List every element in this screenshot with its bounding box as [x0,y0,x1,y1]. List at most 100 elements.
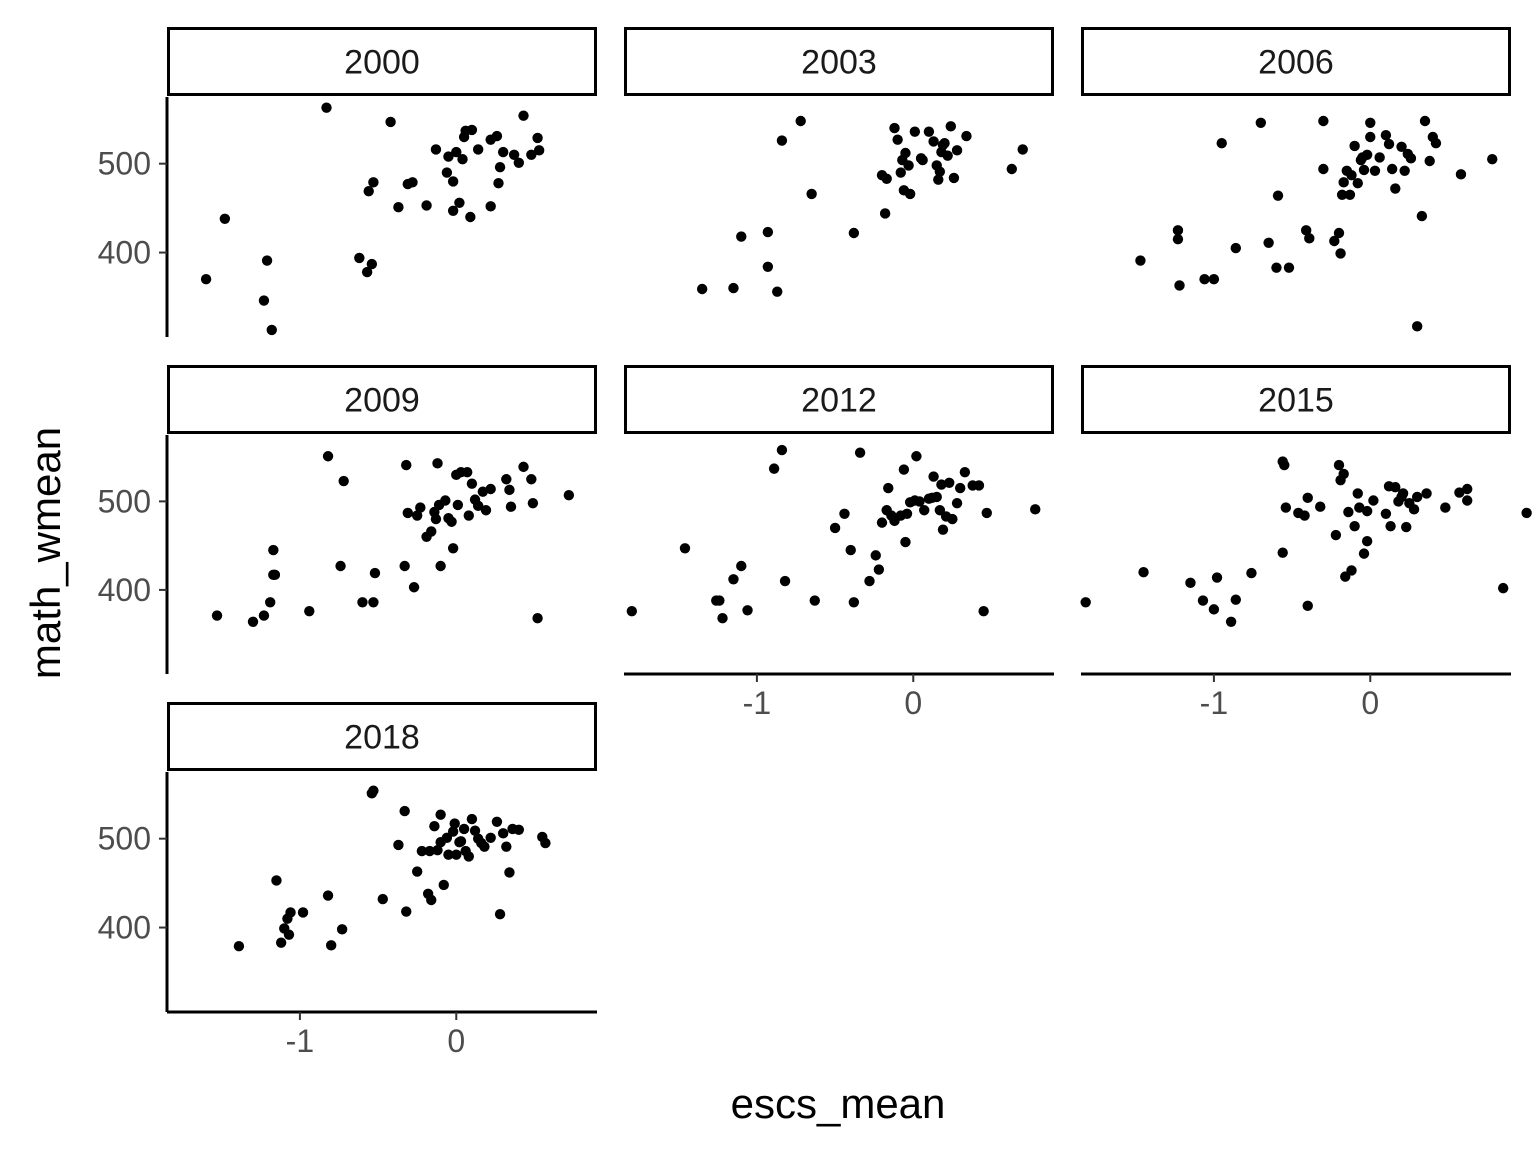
scatter-point [1333,459,1345,471]
scatter-point [518,461,529,473]
scatter-point [497,146,509,158]
scatter-point [696,283,708,295]
scatter-point [1405,153,1417,164]
scatter-point [1335,248,1346,259]
scatter-point [479,841,490,852]
scatter-point [1208,274,1220,285]
scatter-point [497,828,509,839]
scatter-point [446,516,457,527]
scatter-point [485,483,496,495]
x-tick-label: 0 [904,685,922,721]
scatter-point [1419,115,1431,127]
scatter-point [809,595,820,606]
scatter-point [325,940,337,951]
scatter-point [889,122,900,134]
scatter-point [393,839,404,851]
scatter-point [415,502,426,513]
scatter-point [1462,495,1473,506]
scatter-point [978,605,989,617]
scatter-point [1199,274,1210,285]
scatter-point [429,821,440,832]
scatter-point [368,177,379,188]
scatter-point [304,605,315,617]
scatter-point [928,136,939,147]
scatter-point [928,471,939,482]
x-tick-label: -1 [1200,685,1228,721]
scatter-point [426,526,437,537]
scatter-point [768,463,780,474]
scatter-point [485,201,496,212]
scatter-point [870,550,881,561]
scatter-point [435,809,446,820]
scatter-point [443,151,454,162]
scatter-point [526,474,537,485]
scatter-point [909,126,921,137]
y-tick-label: 500 [98,483,151,519]
scatter-point [200,274,212,285]
facet-strip-label: 2000 [344,44,420,82]
scatter-point [501,474,512,485]
scatter-point [914,496,925,507]
scatter-point [421,200,432,211]
scatter-point [430,513,442,525]
scatter-point [283,929,295,940]
scatter-point [527,497,539,509]
scatter-point [1416,210,1428,222]
y-tick-label: 400 [98,572,151,608]
scatter-point [901,508,913,519]
scatter-point [1333,227,1345,239]
scatter-point [936,479,947,490]
scatter-point [1421,488,1432,499]
scatter-point [1216,138,1227,149]
scatter-point [451,849,462,860]
scatter-point [458,823,470,835]
scatter-point [491,130,503,142]
scatter-point [533,145,545,156]
scatter-point [463,851,474,862]
scatter-point [1352,178,1363,189]
scatter-point [401,459,412,471]
scatter-point [717,613,728,624]
scatter-point [1272,190,1284,201]
scatter-point [919,505,930,516]
facet-strip [624,365,1054,434]
scatter-point [1283,262,1295,273]
scatter-point [626,605,638,617]
scatter-point [336,924,348,935]
y-tick-label: 400 [98,910,151,946]
scatter-point [440,495,451,506]
scatter-points [1135,115,1498,332]
scatter-point [1497,582,1509,594]
scatter-point [432,845,443,856]
facet-strip [167,365,597,434]
scatter-point [401,906,412,917]
scatter-point [1385,520,1396,532]
scatter-point [1368,495,1379,506]
scatter-point [540,837,551,849]
scatter-point [1365,131,1376,143]
x-tick-label: -1 [286,1023,314,1059]
scatter-point [275,937,287,948]
facet-panel-2012: 2012 -1 0 [624,365,1054,721]
scatter-point [1390,482,1401,493]
scatter-point [472,500,484,512]
scatter-point [1299,510,1310,521]
scatter-point [1174,280,1185,291]
facet-strip-label: 2012 [801,382,877,420]
scatter-point [762,261,774,272]
scatter-point [1172,225,1184,236]
scatter-point [366,258,378,270]
scatter-point [438,879,449,891]
scatter-point [1135,255,1146,266]
scatter-point [447,543,459,554]
scatter-points [233,785,551,952]
scatter-point [426,894,437,906]
scatter-point [377,893,388,905]
scatter-point [463,510,474,521]
x-tick-label: 0 [447,1023,465,1059]
scatter-point [954,482,966,494]
scatter-point [772,286,783,297]
scatter-point [1302,600,1313,612]
